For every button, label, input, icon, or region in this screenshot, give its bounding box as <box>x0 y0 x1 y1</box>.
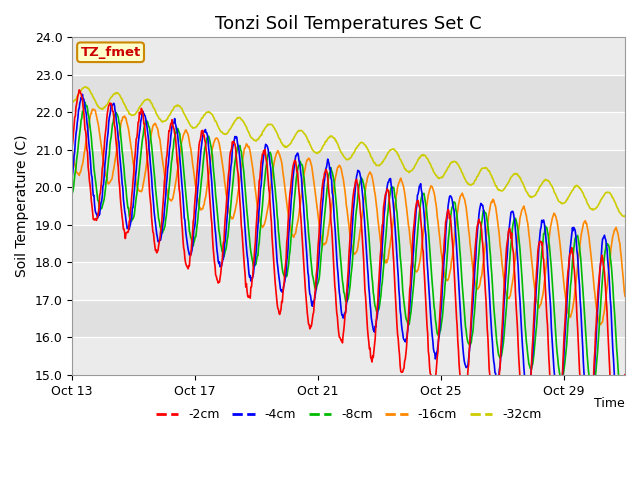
Legend: -2cm, -4cm, -8cm, -16cm, -32cm: -2cm, -4cm, -8cm, -16cm, -32cm <box>150 403 547 426</box>
Bar <box>72 112 625 150</box>
Bar <box>72 263 625 300</box>
Bar <box>72 37 625 75</box>
Y-axis label: Soil Temperature (C): Soil Temperature (C) <box>15 135 29 277</box>
Title: Tonzi Soil Temperatures Set C: Tonzi Soil Temperatures Set C <box>215 15 482 33</box>
Text: Time: Time <box>595 397 625 410</box>
Bar <box>72 187 625 225</box>
Bar <box>72 337 625 375</box>
Text: TZ_fmet: TZ_fmet <box>81 46 141 59</box>
